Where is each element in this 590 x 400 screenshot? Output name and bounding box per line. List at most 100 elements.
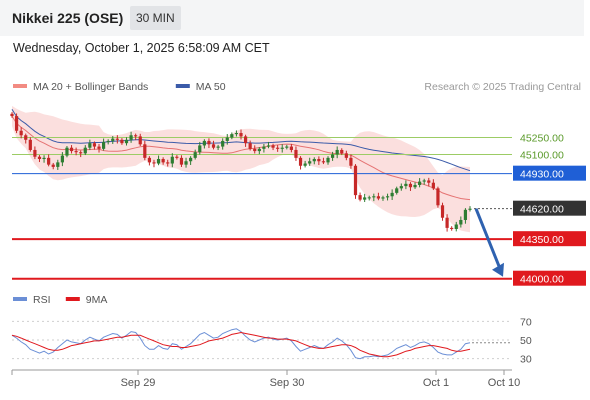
candle-body xyxy=(436,188,440,206)
legend-swatch-1 xyxy=(175,84,190,88)
candle-body xyxy=(399,186,403,189)
candle-body xyxy=(385,196,390,198)
x-tick-label-0: Sep 29 xyxy=(121,377,156,389)
candle-body xyxy=(56,162,60,167)
rsi-legend-swatch-0 xyxy=(13,297,27,301)
candle-body xyxy=(271,145,275,148)
forecast-arrow-shaft xyxy=(474,208,502,270)
level-label-5: 44000.00 xyxy=(520,274,564,286)
candle-body xyxy=(33,149,37,157)
candle-body xyxy=(83,147,87,154)
candle-body xyxy=(358,195,362,200)
x-tick-label-1: Sep 30 xyxy=(270,377,305,389)
candle-body xyxy=(239,133,243,137)
candle-body xyxy=(450,227,454,230)
rsi-tick-2: 30 xyxy=(520,354,532,366)
level-label-1: 45100.00 xyxy=(520,149,564,161)
ma20-line xyxy=(11,115,471,201)
candle-body xyxy=(418,181,422,185)
level-label-bg-3 xyxy=(513,200,586,216)
candle-body xyxy=(289,146,293,150)
rsi-tick-1: 50 xyxy=(520,335,532,347)
candle-body xyxy=(88,143,92,148)
candle-body xyxy=(248,143,252,149)
chart-header: Nikkei 225 (OSE) 30 MIN xyxy=(0,0,584,36)
candle-body xyxy=(24,135,28,140)
candle-body xyxy=(413,184,417,188)
rsi-ma-line xyxy=(11,331,471,358)
level-label-2: 44930.00 xyxy=(520,169,564,181)
candle-body xyxy=(353,165,358,196)
level-label-bg-5 xyxy=(513,270,586,286)
forecast-arrow-head xyxy=(492,262,504,277)
x-tick-label-2: Oct 1 xyxy=(423,377,449,389)
bollinger-band xyxy=(12,105,470,233)
candle-body xyxy=(445,217,449,228)
candle-body xyxy=(161,158,165,163)
rsi-legend-swatch-1 xyxy=(65,297,80,301)
candle-body xyxy=(276,147,280,149)
rsi-legend-label-0: RSI xyxy=(33,294,51,306)
legend-label-0: MA 20 + Bollinger Bands xyxy=(33,81,148,93)
attribution: Research © 2025 Trading Central xyxy=(424,81,581,93)
candle-body xyxy=(440,205,445,218)
candle-body xyxy=(376,196,381,199)
level-label-bg-4 xyxy=(513,231,586,247)
candle-body xyxy=(463,209,468,220)
candle-body xyxy=(230,134,234,138)
candle-body xyxy=(179,157,184,165)
level-label-3: 44620.00 xyxy=(520,204,564,216)
candle-body xyxy=(115,138,119,140)
candle-body xyxy=(47,157,51,165)
candle-body xyxy=(285,146,289,148)
level-label-4: 44350.00 xyxy=(520,234,564,246)
candle-body xyxy=(326,157,330,163)
candle-body xyxy=(74,151,78,153)
x-tick-label-3: Oct 10 xyxy=(488,377,520,389)
rsi-legend-label-1: 9MA xyxy=(86,294,108,306)
candle-body xyxy=(124,139,129,144)
legend-swatch-0 xyxy=(13,84,27,88)
candle-body xyxy=(280,147,284,149)
candle-body xyxy=(152,162,156,164)
candle-body xyxy=(298,157,303,166)
candle-body xyxy=(308,161,312,164)
candle-body xyxy=(143,144,147,158)
candle-body xyxy=(42,157,46,159)
interval-button[interactable]: 30 MIN xyxy=(130,6,181,30)
candle-body xyxy=(166,162,170,164)
candle-body xyxy=(330,154,335,158)
candle-body xyxy=(216,146,220,148)
candle-body xyxy=(468,208,472,210)
candle-body xyxy=(349,157,353,166)
candle-body xyxy=(147,157,152,163)
candle-body xyxy=(363,197,367,200)
candle-body xyxy=(422,180,426,182)
candle-body xyxy=(79,152,83,154)
candle-body xyxy=(170,156,174,164)
candle-body xyxy=(129,135,133,140)
candle-body xyxy=(257,148,261,152)
ma50-line xyxy=(11,109,471,172)
candle-body xyxy=(202,140,206,146)
candle-body xyxy=(431,182,435,189)
candle-body xyxy=(28,139,32,150)
candle-body xyxy=(175,156,179,158)
candle-body xyxy=(120,139,124,144)
candle-body xyxy=(454,224,458,230)
candle-body xyxy=(459,219,463,225)
candle-body xyxy=(395,188,399,193)
candle-body xyxy=(184,161,188,165)
legend-label-1: MA 50 xyxy=(196,81,226,93)
level-label-0: 45250.00 xyxy=(520,133,564,145)
candle-body xyxy=(10,113,14,117)
candle-body xyxy=(19,130,23,136)
candle-body xyxy=(404,183,408,187)
candle-body xyxy=(408,183,413,188)
candle-body xyxy=(367,197,371,199)
candle-body xyxy=(111,138,115,141)
chart-datetime: Wednesday, October 1, 2025 6:58:09 AM CE… xyxy=(13,41,270,55)
instrument-title: Nikkei 225 (OSE) xyxy=(12,10,124,26)
candle-body xyxy=(243,136,248,144)
